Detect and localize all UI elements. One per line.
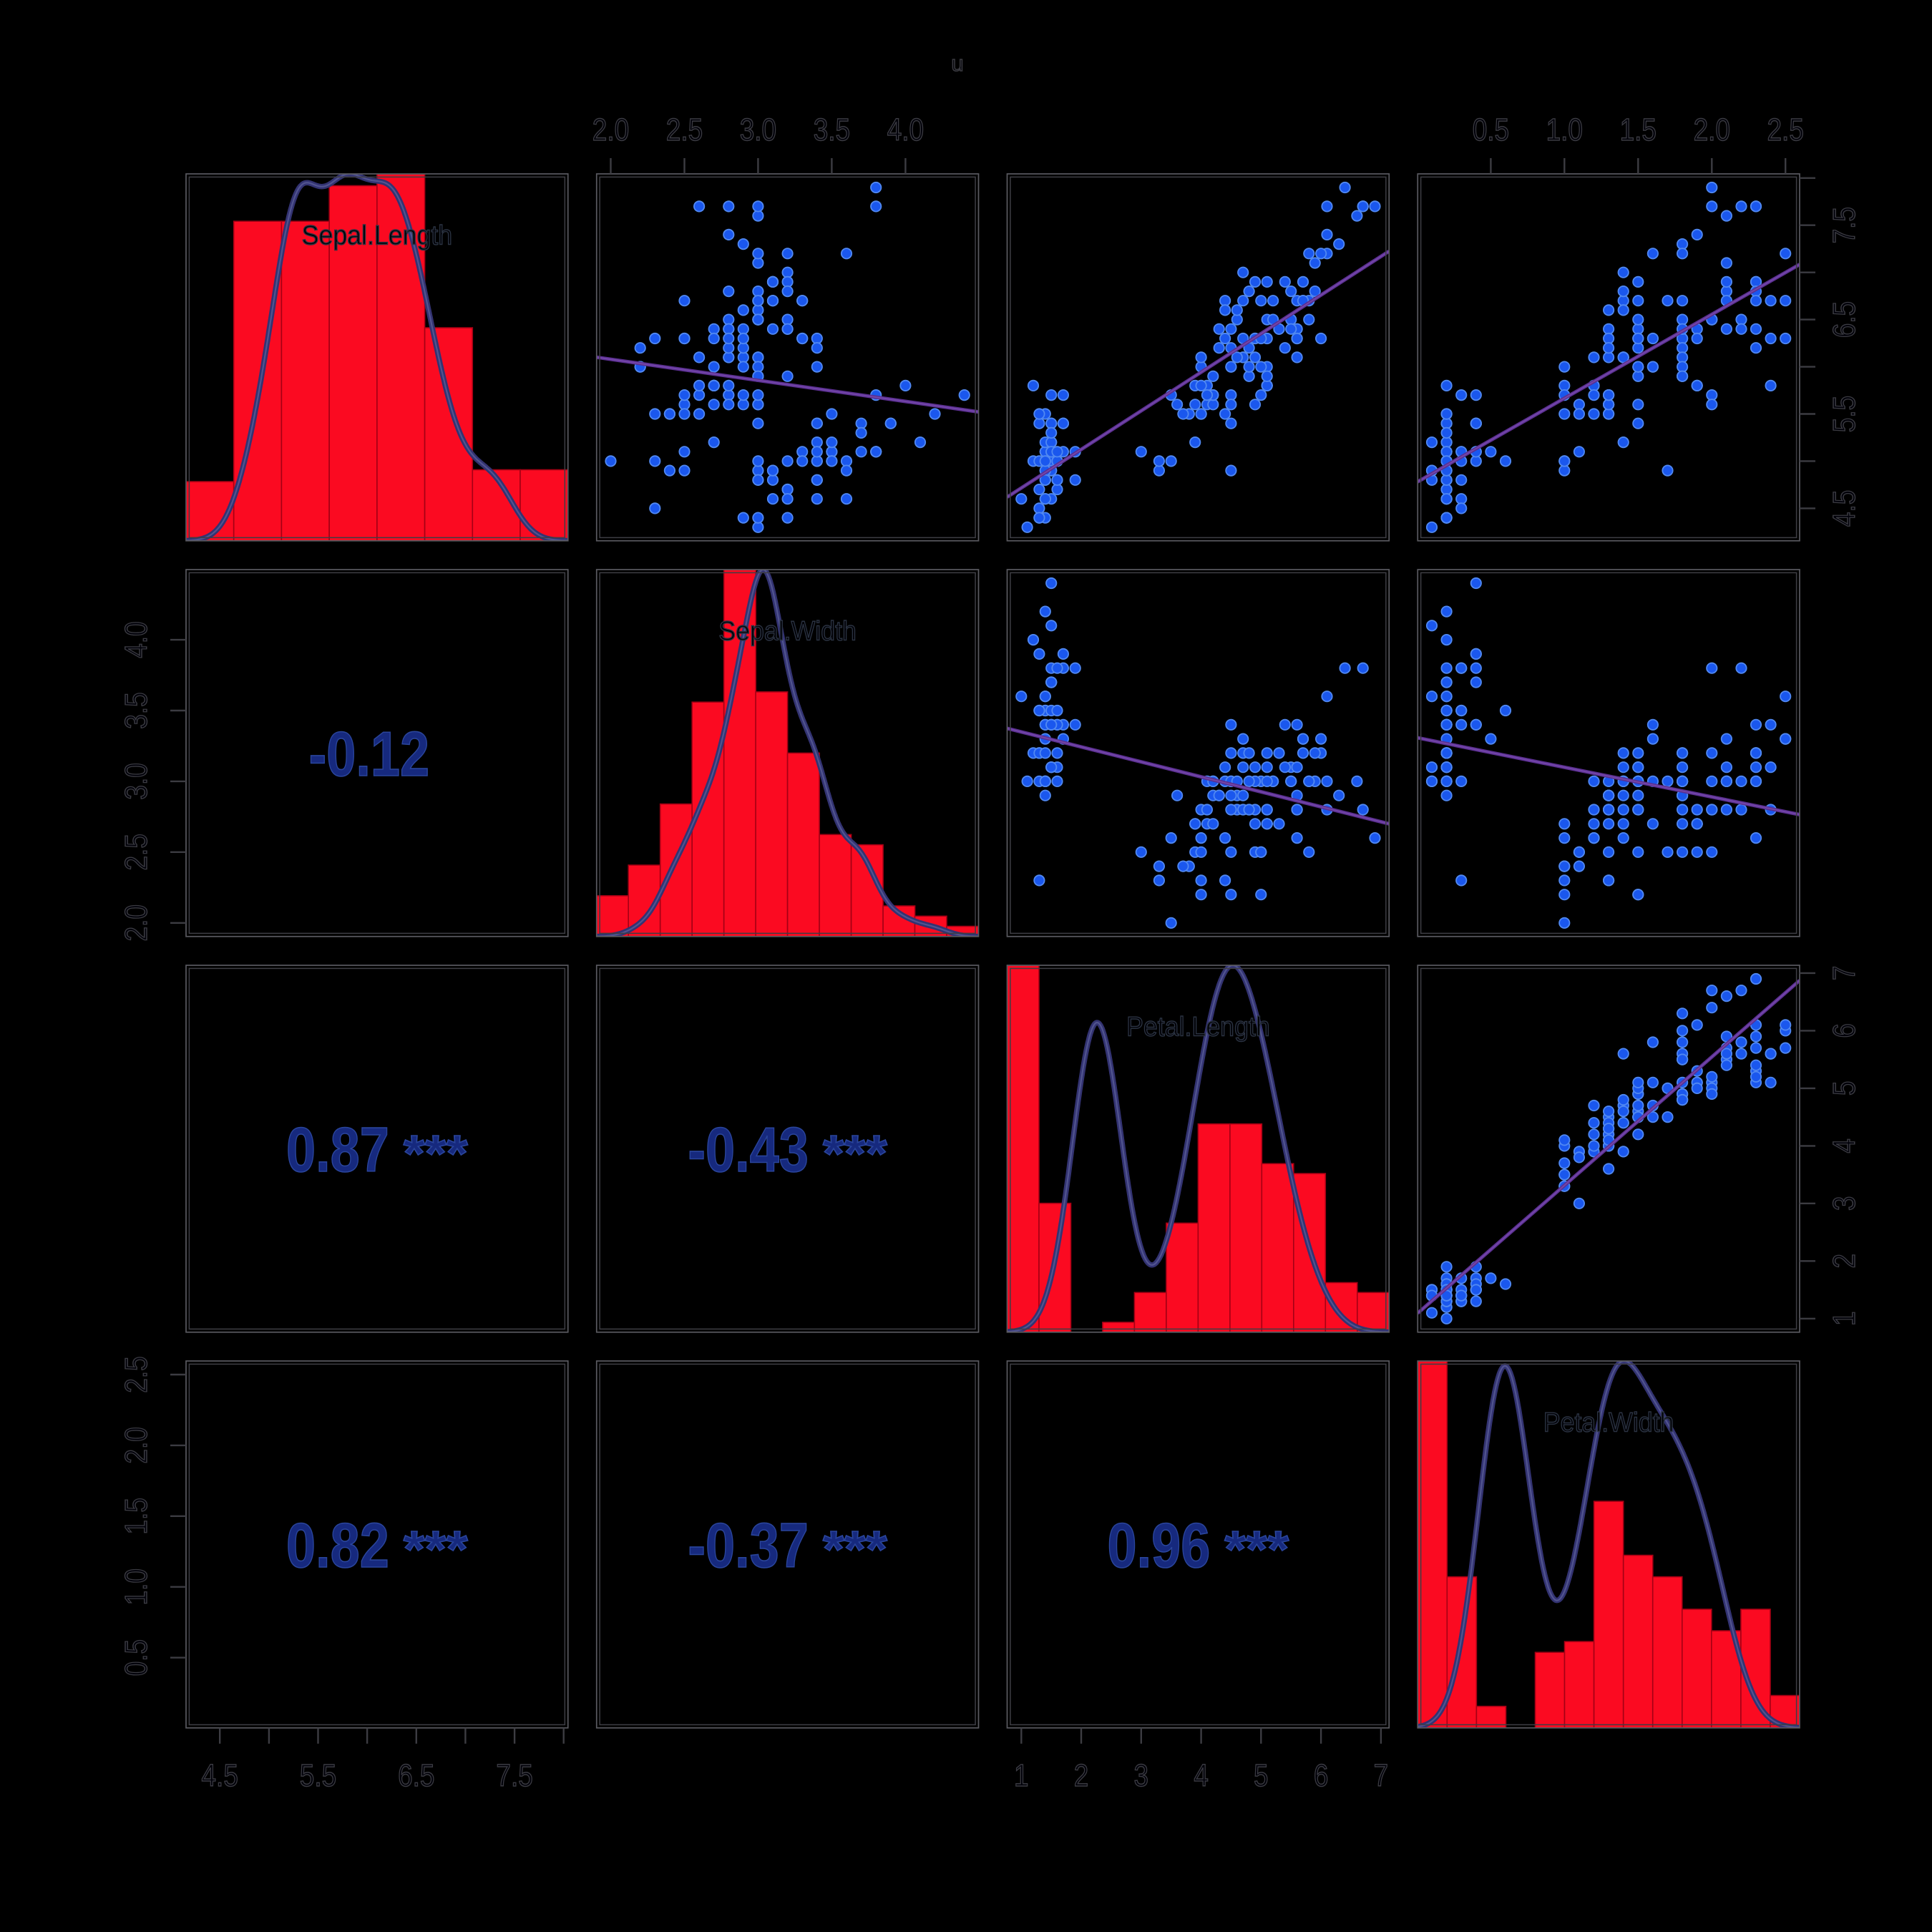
svg-text:4: 4 xyxy=(1827,1138,1862,1153)
svg-text:3: 3 xyxy=(1827,1196,1862,1211)
svg-text:***: *** xyxy=(823,1521,887,1579)
svg-text:2.0: 2.0 xyxy=(119,1427,154,1463)
svg-text:6.5: 6.5 xyxy=(1827,301,1862,338)
svg-text:1: 1 xyxy=(1827,1312,1862,1327)
svg-text:Sepal.Length: Sepal.Length xyxy=(302,221,453,251)
svg-text:Petal.Length: Petal.Length xyxy=(1126,1013,1270,1043)
svg-text:7.5: 7.5 xyxy=(496,1758,532,1793)
svg-text:3: 3 xyxy=(1134,1758,1149,1793)
svg-text:2: 2 xyxy=(1074,1758,1089,1793)
svg-text:2.0: 2.0 xyxy=(1694,112,1730,147)
svg-text:5: 5 xyxy=(1827,1081,1862,1096)
svg-text:Sepal.Width: Sepal.Width xyxy=(718,617,857,647)
svg-text:4.5: 4.5 xyxy=(1827,490,1862,527)
svg-text:4.5: 4.5 xyxy=(202,1758,238,1793)
svg-text:3.5: 3.5 xyxy=(119,692,154,728)
svg-text:7.5: 7.5 xyxy=(1827,207,1862,243)
svg-text:4.0: 4.0 xyxy=(887,112,924,147)
svg-text:4: 4 xyxy=(1194,1758,1209,1793)
svg-text:3.5: 3.5 xyxy=(814,112,850,147)
svg-text:2.0: 2.0 xyxy=(119,904,154,941)
svg-text:1: 1 xyxy=(1014,1758,1029,1793)
svg-text:2: 2 xyxy=(1827,1254,1862,1269)
svg-text:1.5: 1.5 xyxy=(119,1498,154,1534)
svg-text:0.5: 0.5 xyxy=(119,1639,154,1676)
svg-text:6: 6 xyxy=(1314,1758,1329,1793)
svg-text:1.0: 1.0 xyxy=(119,1568,154,1605)
svg-text:-0.37: -0.37 xyxy=(688,1510,809,1581)
svg-text:1.0: 1.0 xyxy=(1546,112,1583,147)
svg-text:***: *** xyxy=(1224,1521,1289,1579)
svg-text:3.0: 3.0 xyxy=(119,763,154,799)
svg-text:1.5: 1.5 xyxy=(1620,112,1657,147)
svg-text:2.5: 2.5 xyxy=(1767,112,1804,147)
svg-text:0.87: 0.87 xyxy=(286,1114,389,1185)
svg-text:2.5: 2.5 xyxy=(119,1356,154,1392)
svg-text:-0.43: -0.43 xyxy=(688,1114,809,1185)
svg-text:-0.12: -0.12 xyxy=(309,718,430,789)
svg-text:3.0: 3.0 xyxy=(740,112,776,147)
svg-text:u: u xyxy=(951,51,963,76)
svg-text:4.0: 4.0 xyxy=(119,621,154,658)
svg-text:6.5: 6.5 xyxy=(398,1758,434,1793)
svg-text:0.82: 0.82 xyxy=(286,1510,389,1581)
svg-text:5.5: 5.5 xyxy=(300,1758,336,1793)
svg-text:0.96: 0.96 xyxy=(1108,1510,1211,1581)
svg-text:***: *** xyxy=(404,1521,468,1579)
svg-text:2.5: 2.5 xyxy=(666,112,703,147)
svg-text:0.5: 0.5 xyxy=(1473,112,1509,147)
svg-text:2.5: 2.5 xyxy=(119,834,154,870)
svg-text:***: *** xyxy=(823,1126,887,1183)
svg-text:5: 5 xyxy=(1254,1758,1269,1793)
svg-text:7: 7 xyxy=(1374,1758,1389,1793)
svg-text:6: 6 xyxy=(1827,1023,1862,1038)
svg-text:2.0: 2.0 xyxy=(592,112,629,147)
svg-text:7: 7 xyxy=(1827,966,1862,981)
svg-text:5.5: 5.5 xyxy=(1827,396,1862,432)
svg-text:Petal.Width: Petal.Width xyxy=(1543,1408,1674,1438)
svg-text:***: *** xyxy=(404,1126,468,1183)
